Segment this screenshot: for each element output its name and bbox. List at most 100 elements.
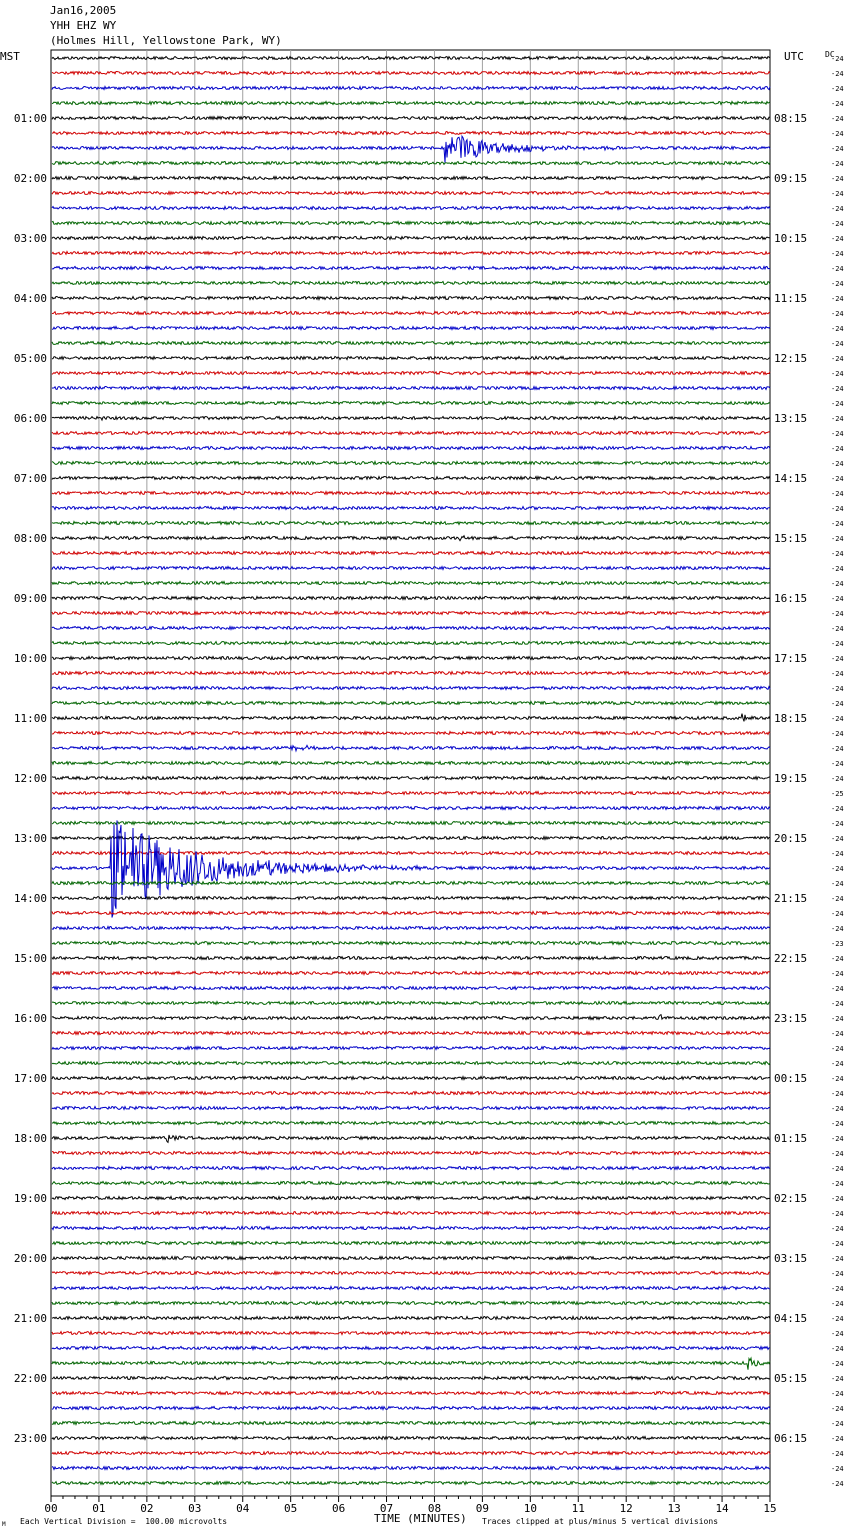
right-hour-label: 12:15 xyxy=(774,352,807,365)
trace-line xyxy=(51,700,771,707)
dc-offset-label: -24 xyxy=(831,535,844,543)
dc-offset-label: -24 xyxy=(831,340,844,348)
dc-offset-label: -24 xyxy=(831,490,844,498)
trace-line xyxy=(51,459,771,466)
trace-line xyxy=(51,310,770,316)
scale-note: Each Vertical Division = 100.00 microvol… xyxy=(20,1517,228,1526)
right-hour-label: 08:15 xyxy=(774,112,807,125)
dc-offset-label: -24 xyxy=(831,1315,844,1323)
right-hour-label: 13:15 xyxy=(774,412,807,425)
dc-offset-label: -24 xyxy=(831,1270,844,1278)
x-tick-label: 00 xyxy=(44,1502,57,1515)
dc-offset-label: -25 xyxy=(831,790,844,798)
dc-offset-label: -24 xyxy=(831,970,844,978)
right-hour-label: 01:15 xyxy=(774,1132,807,1145)
trace-line xyxy=(51,1315,771,1321)
dc-offset-label: -24 xyxy=(831,430,844,438)
x-tick-label: 04 xyxy=(236,1502,250,1515)
trace-line xyxy=(51,1390,771,1396)
clip-note: Traces clipped at plus/minus 5 vertical … xyxy=(482,1517,719,1526)
x-tick-label: 02 xyxy=(140,1502,153,1515)
dc-offset-label: -24 xyxy=(831,445,844,453)
left-hour-label: 05:00 xyxy=(14,352,47,365)
dc-offset-label: -24 xyxy=(831,625,844,633)
trace-line xyxy=(51,713,771,722)
trace-line xyxy=(51,1075,771,1081)
right-hour-label: 16:15 xyxy=(774,592,807,605)
trace-line xyxy=(51,475,771,482)
dc-offset-label: -24 xyxy=(831,760,844,768)
dc-offset-label: -24 xyxy=(831,250,844,258)
trace-line xyxy=(51,54,771,61)
right-hour-label: 10:15 xyxy=(774,232,807,245)
dc-offset-label: -24 xyxy=(831,1390,844,1398)
trace-line xyxy=(51,1375,771,1381)
left-hour-label: 12:00 xyxy=(14,772,47,785)
dc-offset-label: -24 xyxy=(831,985,844,993)
dc-offset-label: -24 xyxy=(831,1375,844,1383)
trace-line xyxy=(51,1225,771,1231)
trace-line xyxy=(51,640,771,646)
right-hour-label: 15:15 xyxy=(774,532,807,545)
dc-offset-label: -24 xyxy=(831,415,844,423)
dc-offset-label: -24 xyxy=(831,205,844,213)
dc-offset-label: -24 xyxy=(831,580,844,588)
left-hour-label: 06:00 xyxy=(14,412,47,425)
trace-line xyxy=(51,160,771,166)
trace-line xyxy=(51,1045,771,1051)
dc-offset-label: -24 xyxy=(831,805,844,813)
x-tick-label: 09 xyxy=(476,1502,489,1515)
dc-offset-label: -24 xyxy=(831,1030,844,1038)
right-hour-label: 09:15 xyxy=(774,172,807,185)
x-tick-label: 13 xyxy=(668,1502,681,1515)
trace-line xyxy=(52,130,771,136)
dc-offset-label: -24 xyxy=(831,1480,844,1488)
dc-offset-label: -24 xyxy=(831,1255,844,1263)
left-hour-label: 17:00 xyxy=(14,1072,47,1085)
trace-line xyxy=(51,175,771,181)
header-date: Jan16,2005 xyxy=(50,4,117,17)
right-hour-label: 11:15 xyxy=(774,292,807,305)
trace-line xyxy=(51,1356,771,1370)
trace-line xyxy=(51,1104,771,1111)
dc-offset-label: -24 xyxy=(831,1285,844,1293)
trace-line xyxy=(51,835,771,841)
x-tick-label: 07 xyxy=(380,1502,393,1515)
dc-offset-label: -24 xyxy=(831,1450,844,1458)
right-hour-label: 22:15 xyxy=(774,952,807,965)
dc-offset-label: -24 xyxy=(831,745,844,753)
trace-line xyxy=(51,370,771,376)
left-hour-label: 15:00 xyxy=(14,952,47,965)
dc-offset-label: -24 xyxy=(831,175,844,183)
dc-offset-label: -24 xyxy=(831,520,844,528)
right-hour-label: 04:15 xyxy=(774,1312,807,1325)
right-hour-label: 02:15 xyxy=(774,1192,807,1205)
left-hour-label: 11:00 xyxy=(14,712,47,725)
dc-offset-label: -24 xyxy=(831,55,844,63)
trace-line xyxy=(51,220,771,226)
trace-line xyxy=(51,730,771,736)
left-hour-label: 22:00 xyxy=(14,1372,47,1385)
dc-offset-label: -24 xyxy=(831,910,844,918)
trace-line xyxy=(51,250,771,256)
left-hour-label: 13:00 xyxy=(14,832,47,845)
x-tick-label: 14 xyxy=(715,1502,729,1515)
trace-line xyxy=(51,1195,771,1201)
trace-line xyxy=(51,85,771,91)
dc-offset-label: -24 xyxy=(831,880,844,888)
left-hour-label: 08:00 xyxy=(14,532,47,545)
trace-line xyxy=(51,879,771,886)
trace-line xyxy=(51,940,771,946)
trace-line xyxy=(51,610,771,616)
left-hour-label: 23:00 xyxy=(14,1432,47,1445)
trace-line xyxy=(51,265,771,272)
dc-offset-label: -24 xyxy=(831,1060,844,1068)
time-axis: 00 01 02 03 04 05 06 07 08 09 10 11 12 13 14 15 xyxy=(44,1496,777,1515)
dc-offset-label: -24 xyxy=(831,280,844,288)
x-tick-label: 05 xyxy=(284,1502,297,1515)
trace-line xyxy=(51,1329,771,1336)
trace-line xyxy=(51,234,771,241)
dc-offset-label: -24 xyxy=(831,1105,844,1113)
trace-line xyxy=(51,655,771,661)
dc-offset-label: -24 xyxy=(831,565,844,573)
